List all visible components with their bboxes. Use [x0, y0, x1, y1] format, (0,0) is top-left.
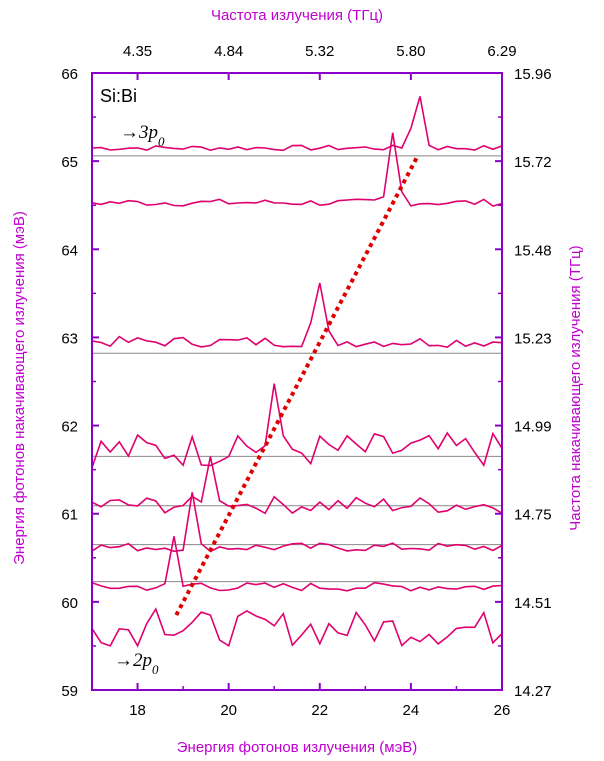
y2-tick-label: 15.23 — [514, 330, 552, 347]
y-axis-title: Энергия фотонов накачивающего излучения … — [11, 211, 28, 565]
spectrum-line-1 — [91, 132, 503, 207]
y-tick-label: 61 — [61, 507, 78, 524]
y2-tick-label: 14.99 — [514, 419, 552, 436]
x2-tick-label: 5.32 — [305, 43, 334, 60]
plot-frame — [91, 72, 503, 691]
x2-tick-label: 5.80 — [396, 43, 425, 60]
y2-tick-label: 15.96 — [514, 66, 552, 83]
y2-tick-label: 15.48 — [514, 242, 552, 259]
y2-tick-label: 14.75 — [514, 507, 552, 524]
x2-tick-label: 4.84 — [214, 43, 243, 60]
x2-tick-label: 6.29 — [487, 43, 516, 60]
y-tick-label: 65 — [61, 154, 78, 171]
y-tick-label: 63 — [61, 330, 78, 347]
annotation-3p0: →3p0 — [120, 122, 165, 149]
annotation-2p0: →2p0 — [114, 650, 159, 677]
x2-tick-label: 4.35 — [123, 43, 152, 60]
x-tick-label: 24 — [403, 702, 420, 719]
y-tick-label: 66 — [61, 66, 78, 83]
spectrum-line-2 — [91, 282, 503, 348]
y2-tick-label: 14.27 — [514, 683, 552, 700]
y-tick-label: 60 — [61, 595, 78, 612]
y2-tick-label: 15.72 — [514, 154, 552, 171]
y-tick-label: 62 — [61, 419, 78, 436]
y-tick-label: 64 — [61, 242, 78, 259]
sample-label: Si:Bi — [100, 86, 137, 106]
spectrum-line-5 — [91, 492, 503, 553]
x-tick-label: 20 — [220, 702, 237, 719]
x-tick-label: 18 — [129, 702, 146, 719]
x-tick-label: 26 — [494, 702, 511, 719]
y2-tick-label: 14.51 — [514, 595, 552, 612]
spectrum-line-7 — [91, 607, 503, 648]
spectrum-line-0 — [91, 96, 503, 152]
x-tick-label: 22 — [311, 702, 328, 719]
spectrum-line-3 — [91, 383, 503, 468]
trend-line — [174, 154, 420, 617]
y-tick-label: 59 — [61, 683, 78, 700]
spectrum-line-6 — [91, 536, 503, 592]
y2-axis-title: Частота накачивающего излучения (ТГц) — [567, 245, 584, 530]
x-axis-title: Энергия фотонов излучения (мэВ) — [177, 739, 417, 756]
x2-axis-title: Частота излучения (ТГц) — [211, 7, 383, 24]
spectrum-line-4 — [91, 456, 503, 515]
